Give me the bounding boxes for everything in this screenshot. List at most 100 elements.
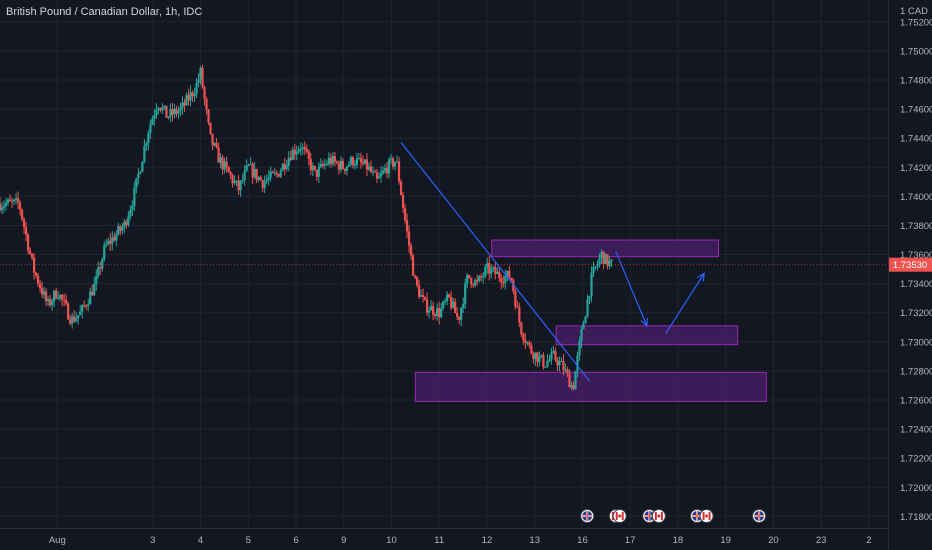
canada-flag-band <box>621 512 624 520</box>
candle-body <box>470 277 473 285</box>
y-tick-label: 1.73200 <box>900 308 932 319</box>
candle-body <box>604 254 607 264</box>
candle-body <box>319 163 322 167</box>
candle-body <box>20 209 24 220</box>
candle-body <box>173 108 176 115</box>
candle-body <box>375 172 379 179</box>
candle-body <box>4 203 8 206</box>
currency-label: 1 CAD <box>900 6 928 17</box>
candle-body <box>75 318 78 322</box>
candle-body <box>401 195 405 209</box>
candle-body <box>548 359 551 362</box>
candle-body <box>205 99 208 110</box>
y-tick-label: 1.72400 <box>900 425 932 436</box>
candle-body <box>444 301 447 303</box>
arrow-head <box>640 317 648 328</box>
x-tick-label: 11 <box>434 535 444 546</box>
candle-body <box>99 267 102 269</box>
candle-body <box>269 171 272 178</box>
candle-body <box>65 299 68 304</box>
candle-body <box>452 301 455 308</box>
candle-body <box>327 157 330 165</box>
canada-flag-leaf <box>618 514 622 518</box>
candle-body <box>207 109 210 123</box>
y-tick-label: 1.74000 <box>900 192 932 203</box>
candle-body <box>492 267 495 269</box>
candle-body <box>227 166 230 173</box>
candle-body <box>165 105 168 118</box>
candle-body <box>508 270 511 279</box>
candle-body <box>177 110 180 114</box>
x-tick-label: 17 <box>625 535 636 546</box>
candle-body <box>560 361 563 363</box>
candle-body <box>610 259 613 261</box>
candle-body <box>494 267 497 275</box>
candle-body <box>442 301 445 309</box>
candle-body <box>403 208 407 221</box>
y-tick-label: 1.73000 <box>900 337 932 348</box>
candle-body <box>10 200 14 202</box>
candle-body <box>305 149 308 152</box>
candle-body <box>229 172 232 176</box>
y-tick-label: 1.74200 <box>900 163 932 174</box>
candle-body <box>139 171 142 174</box>
candle-body <box>596 264 599 267</box>
candle-body <box>600 251 603 258</box>
candle-body <box>131 205 134 211</box>
candle-body <box>407 231 411 246</box>
candle-body <box>155 109 158 115</box>
candle-body <box>215 143 218 148</box>
candle-body <box>257 177 260 180</box>
x-tick-label: 3 <box>150 535 155 546</box>
candle-body <box>446 294 449 302</box>
candle-body <box>135 178 138 188</box>
candle-body <box>516 306 519 308</box>
candle-body <box>239 180 242 191</box>
candle-body <box>456 313 459 317</box>
candle-body <box>514 291 517 307</box>
candle-body <box>125 221 128 225</box>
candle-body <box>273 172 276 174</box>
y-tick-label: 1.72000 <box>900 483 932 494</box>
candle-body <box>417 285 421 297</box>
candle-body <box>183 102 186 106</box>
candle-body <box>171 109 174 115</box>
candle-body <box>189 92 192 101</box>
candle-body <box>22 219 26 228</box>
candle-body <box>341 160 344 169</box>
candle-body <box>0 203 2 211</box>
candle-body <box>478 276 481 281</box>
candle-body <box>351 157 355 166</box>
candle-body <box>574 371 577 390</box>
candle-body <box>39 283 42 289</box>
candle-body <box>594 266 597 268</box>
candle-body <box>253 168 256 178</box>
x-tick-label: 5 <box>246 535 251 546</box>
candle-body <box>281 163 284 171</box>
y-tick-label: 1.74600 <box>900 105 932 116</box>
candle-body <box>143 146 146 162</box>
candle-body <box>490 268 493 274</box>
candle-body <box>201 67 204 88</box>
candle-body <box>345 166 348 171</box>
candle-body <box>34 272 38 276</box>
candle-body <box>129 210 132 217</box>
candle-body <box>544 366 547 368</box>
candle-body <box>399 181 403 196</box>
candle-body <box>85 305 88 307</box>
candle-body <box>169 109 172 117</box>
y-tick-label: 1.73400 <box>900 279 932 290</box>
candle-body <box>486 263 489 268</box>
candle-body <box>233 181 236 184</box>
candle-body <box>109 240 112 244</box>
symbol-title: British Pound / Canadian Dollar, 1h, IDC <box>6 6 203 18</box>
candle-body <box>163 105 166 108</box>
candle-body <box>263 181 266 188</box>
y-tick-label: 1.72200 <box>900 454 932 465</box>
x-tick-label: 20 <box>768 535 779 546</box>
y-tick-label: 1.75000 <box>900 46 932 57</box>
candle-body <box>580 329 583 342</box>
candle-body <box>373 171 377 173</box>
